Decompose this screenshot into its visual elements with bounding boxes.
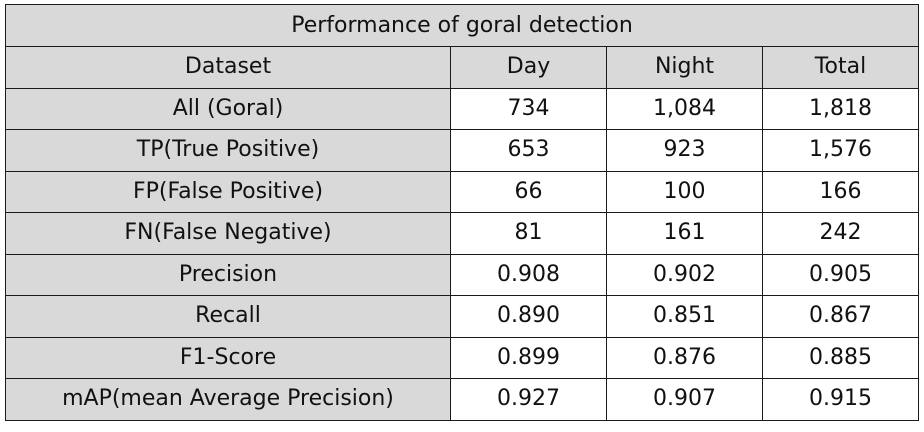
table-row: F1-Score 0.899 0.876 0.885: [5, 336, 919, 379]
night-value: 0.876: [606, 336, 763, 379]
table-row: mAP(mean Average Precision) 0.927 0.907 …: [5, 378, 919, 421]
header-row: Dataset Day Night Total: [5, 46, 919, 89]
total-value: 0.867: [762, 295, 919, 338]
table-row: Recall 0.890 0.851 0.867: [5, 295, 919, 338]
column-header-night: Night: [606, 46, 763, 89]
column-header-dataset: Dataset: [5, 46, 451, 89]
performance-table: Performance of goral detection Dataset D…: [5, 4, 919, 421]
row-label: FP(False Positive): [5, 170, 451, 213]
total-value: 0.915: [762, 378, 919, 421]
night-value: 1,084: [606, 87, 763, 130]
column-header-day: Day: [450, 46, 607, 89]
row-label: Precision: [5, 253, 451, 296]
night-value: 161: [606, 212, 763, 255]
day-value: 734: [450, 87, 607, 130]
total-value: 0.905: [762, 253, 919, 296]
row-label: All (Goral): [5, 87, 451, 130]
total-value: 1,576: [762, 129, 919, 172]
row-label: F1-Score: [5, 336, 451, 379]
title-row: Performance of goral detection: [5, 4, 919, 47]
day-value: 0.927: [450, 378, 607, 421]
day-value: 66: [450, 170, 607, 213]
day-value: 0.899: [450, 336, 607, 379]
column-header-total: Total: [762, 46, 919, 89]
day-value: 0.908: [450, 253, 607, 296]
total-value: 166: [762, 170, 919, 213]
row-label: Recall: [5, 295, 451, 338]
night-value: 100: [606, 170, 763, 213]
night-value: 0.902: [606, 253, 763, 296]
row-label: TP(True Positive): [5, 129, 451, 172]
row-label: FN(False Negative): [5, 212, 451, 255]
table-row: TP(True Positive) 653 923 1,576: [5, 129, 919, 172]
day-value: 0.890: [450, 295, 607, 338]
total-value: 1,818: [762, 87, 919, 130]
day-value: 653: [450, 129, 607, 172]
table-title: Performance of goral detection: [5, 4, 919, 47]
total-value: 0.885: [762, 336, 919, 379]
table-row: FN(False Negative) 81 161 242: [5, 212, 919, 255]
table-row: All (Goral) 734 1,084 1,818: [5, 87, 919, 130]
total-value: 242: [762, 212, 919, 255]
night-value: 923: [606, 129, 763, 172]
table-row: Precision 0.908 0.902 0.905: [5, 253, 919, 296]
night-value: 0.851: [606, 295, 763, 338]
night-value: 0.907: [606, 378, 763, 421]
day-value: 81: [450, 212, 607, 255]
row-label: mAP(mean Average Precision): [5, 378, 451, 421]
table-row: FP(False Positive) 66 100 166: [5, 170, 919, 213]
